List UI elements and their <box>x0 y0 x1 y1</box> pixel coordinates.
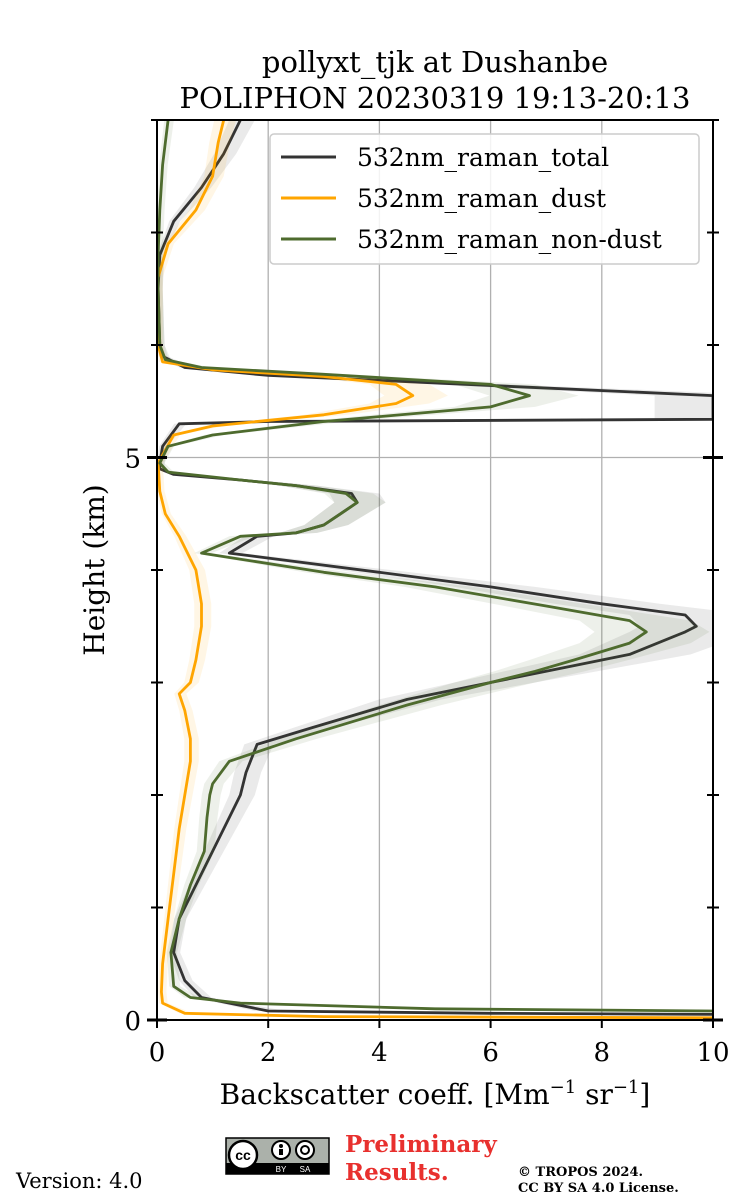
cc-icon <box>227 1139 259 1171</box>
legend-label-non-dust: 532nm_raman_non-dust <box>357 225 662 254</box>
copyright-line-2: CC BY SA 4.0 License. <box>518 1181 679 1196</box>
sa-icon <box>295 1140 315 1160</box>
grid-lines <box>157 120 713 1020</box>
legend-label-total: 532nm_raman_total <box>357 143 609 172</box>
preliminary-line-2: Results. <box>345 1159 449 1186</box>
chart-subtitle: POLIPHON 20230319 19:13-20:13 <box>180 81 691 115</box>
x-axis-label-mid: sr <box>576 1078 613 1111</box>
series-line-532nm_raman_dust <box>157 120 713 1020</box>
axis-ticks: 0 2 4 6 8 10 0 5 <box>124 119 730 1068</box>
x-tick-label-0: 0 <box>149 1038 166 1068</box>
cc-license-badge: cc BY SA <box>225 1137 330 1175</box>
y-axis-label: Height (km) <box>78 484 111 655</box>
y-tick-label-0: 0 <box>124 1007 141 1037</box>
x-tick-label-3: 6 <box>482 1038 499 1068</box>
copyright-line-1: © TROPOS 2024. <box>518 1165 643 1180</box>
version-text: Version: 4.0 <box>15 1169 143 1193</box>
series-line-532nm_raman_non-dust <box>157 120 713 1013</box>
x-axis-label-end: ] <box>639 1078 650 1111</box>
x-axis-label-sup-2: −1 <box>613 1077 640 1098</box>
series-group <box>157 120 713 1020</box>
x-axis-label: Backscatter coeff. [Mm−1 sr−1] <box>220 1077 651 1111</box>
svg-text:BY: BY <box>276 1165 287 1174</box>
legend-box <box>269 133 700 265</box>
legend-label-dust: 532nm_raman_dust <box>357 184 606 213</box>
svg-text:SA: SA <box>300 1165 311 1174</box>
series-band-532nm_raman_non-dust <box>157 120 713 1011</box>
x-tick-label-4: 8 <box>594 1038 611 1068</box>
x-tick-label-1: 2 <box>260 1038 277 1068</box>
x-axis-label-sup-1: −1 <box>550 1077 577 1098</box>
preliminary-line-1: Preliminary <box>345 1131 497 1158</box>
legend: 532nm_raman_total 532nm_raman_dust 532nm… <box>269 133 700 265</box>
chart-title: pollyxt_tjk at Dushanbe <box>262 45 608 80</box>
y-tick-label-1: 5 <box>124 445 141 475</box>
svg-text:cc: cc <box>235 1147 251 1163</box>
x-tick-label-5: 10 <box>696 1038 729 1068</box>
x-tick-label-2: 4 <box>371 1038 388 1068</box>
